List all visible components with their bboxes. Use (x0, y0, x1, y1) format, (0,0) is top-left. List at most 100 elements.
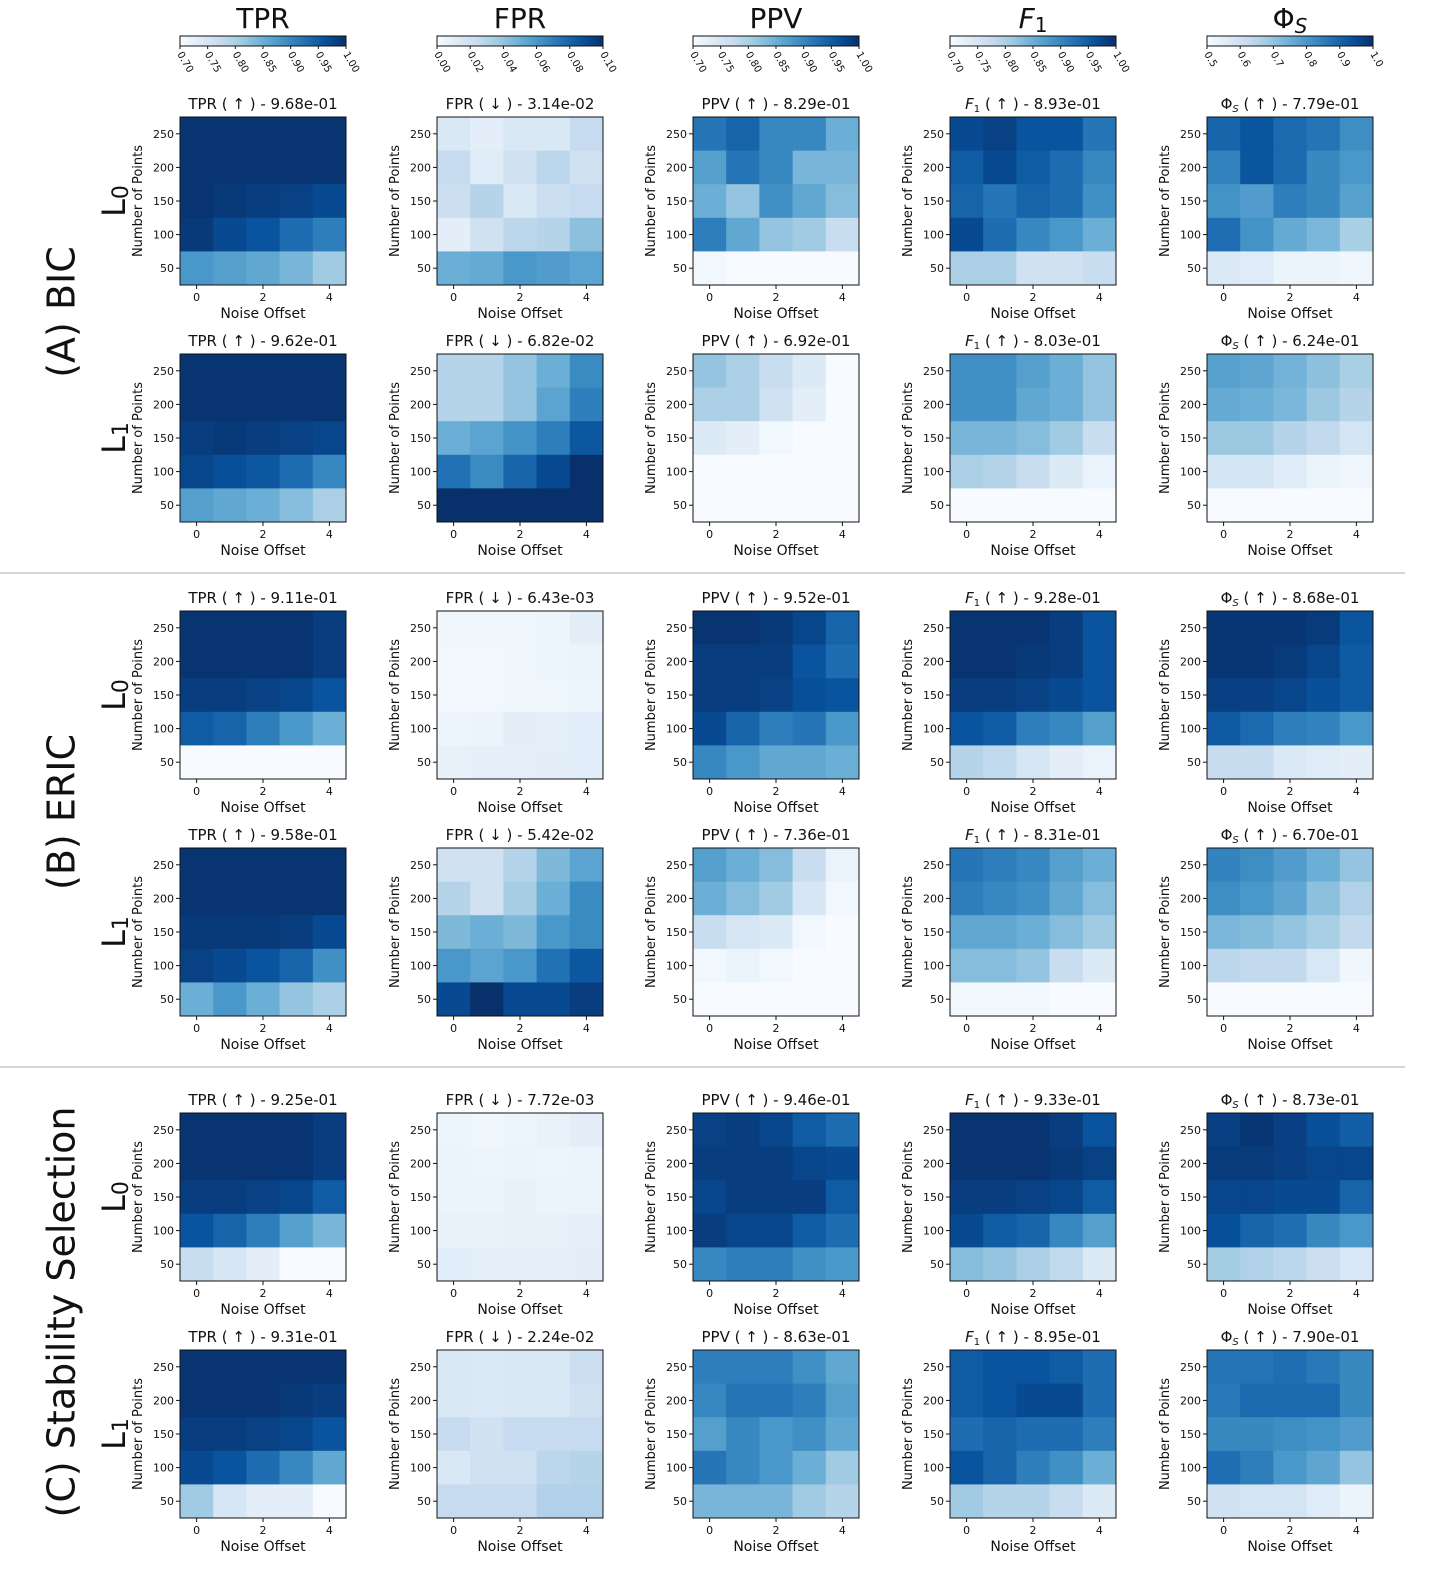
y-tick-label: 150 (410, 195, 431, 208)
y-tick-label: 250 (153, 859, 174, 872)
heatmap-cell (1273, 387, 1307, 422)
heatmap-cell (983, 1247, 1017, 1282)
panel-title: ΦS ( ↑ ) - 6.24e-01 (1221, 332, 1360, 352)
y-tick-label: 100 (666, 1225, 687, 1238)
y-axis-label: Number of Points (644, 145, 659, 257)
y-axis-label: Number of Points (131, 639, 146, 751)
x-axis-label: Noise Offset (1247, 1302, 1333, 1318)
heatmap-cell (213, 711, 247, 746)
x-axis-label: Noise Offset (990, 800, 1076, 816)
heatmap-cell (503, 421, 537, 456)
y-axis-label: Number of Points (131, 1141, 146, 1253)
heatmap-cell (279, 1113, 314, 1147)
panel-title: F1 ( ↑ ) - 9.28e-01 (965, 589, 1101, 609)
panel-title: ΦS ( ↑ ) - 6.70e-01 (1221, 826, 1360, 846)
heatmap-cell (1207, 644, 1241, 679)
heatmap-cell (312, 1247, 347, 1282)
y-tick-label: 50 (160, 993, 174, 1006)
heatmap-cell (1273, 421, 1307, 456)
heatmap-cell (1339, 1213, 1374, 1248)
heatmap-cell (693, 1383, 727, 1418)
heatmap-cell (1016, 251, 1050, 286)
y-axis-label: Number of Points (388, 876, 403, 988)
heatmap-cell (1016, 711, 1050, 746)
row-label-letter: L (95, 693, 133, 711)
heatmap-cell (1082, 1247, 1117, 1282)
heatmap-cell (213, 251, 247, 286)
y-tick-label: 200 (1180, 398, 1201, 411)
heatmap-cell (1339, 678, 1374, 713)
heatmap-cell (1273, 711, 1307, 746)
heatmap-cell (1240, 1146, 1274, 1181)
y-tick-label: 150 (666, 195, 687, 208)
heatmap-cell (1306, 982, 1341, 1017)
heatmap-cell (536, 1146, 571, 1181)
heatmap-cell (279, 387, 314, 422)
heatmap-cell (1306, 745, 1341, 780)
colorbar-tick-label: 0.6 (1235, 50, 1252, 69)
heatmap-cell (825, 184, 860, 219)
heatmap-panel: ΦS ( ↑ ) - 7.79e-01 250 200 150 100 50 0 2 4 Nois… (1158, 95, 1374, 322)
heatmap-cell (1207, 711, 1241, 746)
y-axis-label: Number of Points (644, 382, 659, 494)
heatmap-cell (503, 915, 537, 950)
heatmap-cell (726, 611, 760, 645)
heatmap-cell (470, 881, 504, 916)
heatmap-cell (825, 1450, 860, 1485)
title-subscript: S (1232, 104, 1239, 115)
heatmap-cell (569, 678, 604, 713)
heatmap-cell (246, 1450, 280, 1485)
x-tick-label: 4 (1353, 1287, 1360, 1300)
x-tick-label: 0 (706, 785, 713, 798)
colorbar-tick-label: 0.10 (597, 50, 618, 75)
title-rest: ( ↑ ) - 6.70e-01 (1239, 826, 1360, 844)
title-subscript: 1 (974, 598, 980, 609)
section-labels: (A) BIC (B) ERIC (C) Stability Selection (40, 246, 84, 1517)
x-tick-label: 0 (1220, 1022, 1227, 1035)
panel-title: F1 ( ↑ ) - 8.03e-01 (965, 332, 1101, 352)
heatmap-cell (1240, 1350, 1274, 1384)
panel-title: ΦS ( ↑ ) - 7.90e-01 (1221, 1328, 1360, 1348)
heatmap-cell (1339, 644, 1374, 679)
heatmap-cell (726, 881, 760, 916)
heatmap-cell (213, 982, 247, 1017)
heatmap-cell (693, 117, 727, 151)
heatmap-cell (536, 711, 571, 746)
y-tick-label: 250 (153, 1124, 174, 1137)
heatmap-cell (246, 1484, 280, 1519)
row-label: L0 (95, 679, 134, 711)
x-axis-label: Noise Offset (220, 543, 306, 559)
heatmap-cell (693, 488, 727, 523)
heatmap-cell (983, 488, 1017, 523)
y-tick-label: 150 (923, 432, 944, 445)
x-tick-label: 4 (583, 291, 590, 304)
heatmap-cell (1339, 1450, 1374, 1485)
heatmap-cell (1339, 184, 1374, 219)
y-tick-label: 250 (410, 859, 431, 872)
heatmap-cell (437, 745, 471, 780)
heatmap-cell (1082, 1417, 1117, 1452)
heatmap-cell (246, 848, 280, 882)
heatmap-cell (1082, 150, 1117, 185)
heatmap-cell (569, 251, 604, 286)
heatmap-cell (1049, 948, 1084, 983)
heatmap-cell (1339, 848, 1374, 882)
title-rest: ( ↑ ) - 6.24e-01 (1239, 332, 1360, 350)
x-tick-label: 2 (260, 1287, 267, 1300)
x-axis-label: Noise Offset (733, 306, 819, 322)
y-tick-label: 100 (1180, 466, 1201, 479)
heatmap-cell (950, 1484, 984, 1519)
x-axis-label: Noise Offset (477, 1037, 563, 1053)
heatmap-cell (1339, 421, 1374, 456)
x-tick-label: 4 (1353, 1022, 1360, 1035)
heatmap-cell (983, 982, 1017, 1017)
heatmap-cell (759, 678, 793, 713)
heatmap-cell (759, 1180, 793, 1215)
heatmap-cell (1273, 150, 1307, 185)
x-tick-label: 2 (1287, 528, 1294, 541)
heatmap-cell (1207, 848, 1241, 882)
colorbar-tick-label: 0.04 (498, 50, 519, 75)
x-tick-label: 4 (583, 785, 590, 798)
header-subscript: 1 (1035, 13, 1048, 37)
heatmap-cell (825, 454, 860, 489)
